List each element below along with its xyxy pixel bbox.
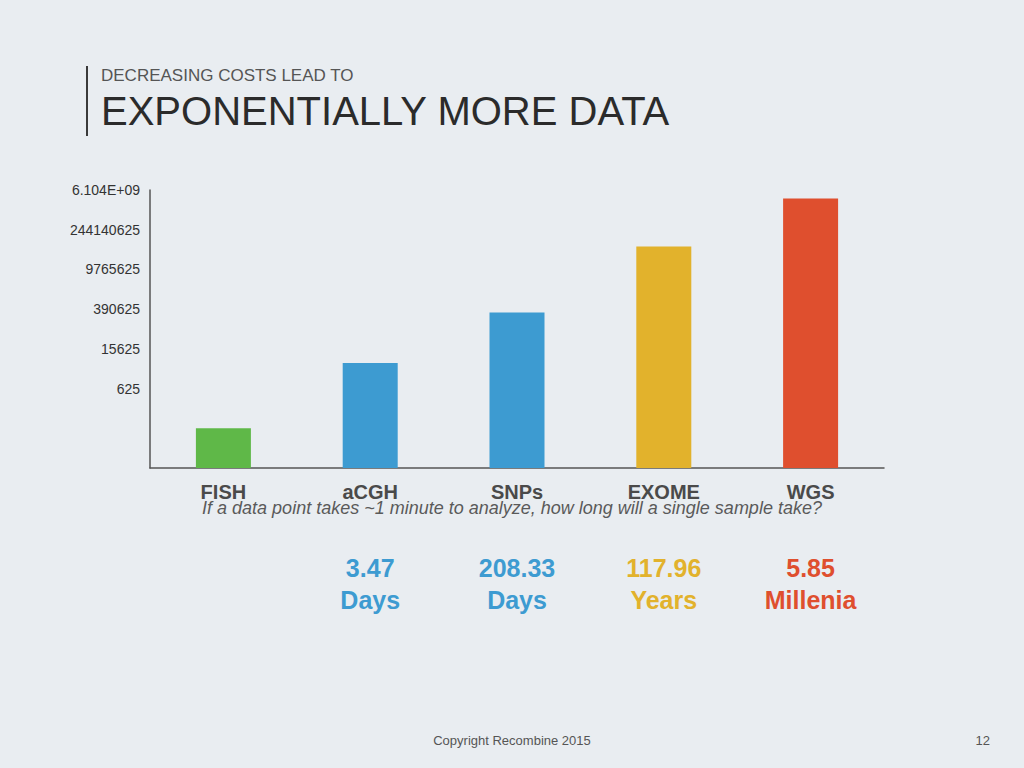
svg-text:5.85: 5.85 bbox=[786, 554, 835, 582]
svg-text:Days: Days bbox=[487, 586, 547, 614]
svg-text:12: 12 bbox=[976, 733, 990, 748]
svg-text:WGS: WGS bbox=[787, 481, 835, 503]
svg-text:Millenia: Millenia bbox=[765, 586, 858, 614]
svg-text:244140625: 244140625 bbox=[70, 222, 140, 238]
svg-text:9765625: 9765625 bbox=[85, 261, 140, 277]
svg-text:SNPs: SNPs bbox=[491, 481, 543, 503]
svg-text:Days: Days bbox=[340, 586, 400, 614]
svg-text:15625: 15625 bbox=[101, 341, 140, 357]
svg-text:625: 625 bbox=[117, 381, 141, 397]
svg-text:3.47: 3.47 bbox=[346, 554, 395, 582]
svg-text:Copyright Recombine 2015: Copyright Recombine 2015 bbox=[433, 733, 591, 748]
svg-text:117.96: 117.96 bbox=[626, 554, 701, 582]
svg-text:Years: Years bbox=[630, 586, 697, 614]
svg-text:FISH: FISH bbox=[201, 481, 247, 503]
svg-text:If a data point takes ~1 minut: If a data point takes ~1 minute to analy… bbox=[202, 498, 822, 518]
svg-text:390625: 390625 bbox=[93, 301, 140, 317]
svg-text:6.104E+09: 6.104E+09 bbox=[72, 182, 140, 198]
svg-text:EXPONENTIALLY MORE DATA: EXPONENTIALLY MORE DATA bbox=[101, 89, 670, 133]
svg-text:aCGH: aCGH bbox=[342, 481, 398, 503]
svg-text:EXOME: EXOME bbox=[628, 481, 700, 503]
svg-text:208.33: 208.33 bbox=[479, 554, 555, 582]
svg-text:DECREASING COSTS LEAD TO: DECREASING COSTS LEAD TO bbox=[101, 66, 354, 85]
